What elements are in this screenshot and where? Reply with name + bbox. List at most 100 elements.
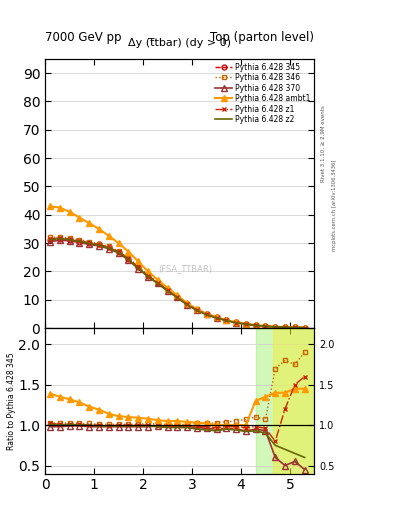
Pythia 6.428 ambt1	[204, 311, 209, 317]
Pythia 6.428 370	[302, 325, 307, 331]
Pythia 6.428 z1	[195, 307, 199, 313]
Pythia 6.428 z1	[126, 256, 131, 262]
Pythia 6.428 ambt1	[273, 324, 277, 330]
Pythia 6.428 z2	[175, 295, 180, 301]
Line: Pythia 6.428 370: Pythia 6.428 370	[47, 238, 307, 330]
Pythia 6.428 ambt1	[146, 268, 151, 274]
Pythia 6.428 370	[155, 280, 160, 286]
Pythia 6.428 346	[283, 324, 287, 330]
Pythia 6.428 346	[273, 324, 277, 330]
Pythia 6.428 370	[292, 325, 297, 331]
Pythia 6.428 z1	[136, 264, 141, 270]
Pythia 6.428 345	[155, 280, 160, 286]
Pythia 6.428 346	[234, 319, 239, 325]
Pythia 6.428 346	[302, 325, 307, 331]
Pythia 6.428 ambt1	[87, 220, 92, 226]
Pythia 6.428 345	[283, 324, 287, 330]
Pythia 6.428 z1	[244, 321, 248, 327]
Pythia 6.428 345	[214, 314, 219, 321]
Line: Pythia 6.428 z1: Pythia 6.428 z1	[48, 236, 307, 330]
Pythia 6.428 346	[57, 234, 62, 240]
Pythia 6.428 345	[273, 324, 277, 330]
Pythia 6.428 z1	[253, 322, 258, 328]
Pythia 6.428 z1	[146, 273, 151, 279]
Pythia 6.428 370	[77, 240, 82, 246]
Pythia 6.428 ambt1	[253, 322, 258, 328]
Pythia 6.428 345	[67, 237, 72, 243]
Pythia 6.428 z2	[283, 324, 287, 330]
Pythia 6.428 ambt1	[116, 240, 121, 246]
Pythia 6.428 ambt1	[214, 314, 219, 321]
Pythia 6.428 346	[185, 301, 189, 307]
Pythia 6.428 z1	[185, 301, 189, 307]
Pythia 6.428 z1	[234, 319, 239, 326]
Pythia 6.428 z2	[244, 321, 248, 327]
Pythia 6.428 z2	[155, 281, 160, 287]
Pythia 6.428 z1	[48, 236, 52, 242]
Pythia 6.428 ambt1	[302, 325, 307, 331]
Pythia 6.428 345	[175, 294, 180, 300]
Pythia 6.428 ambt1	[224, 317, 229, 323]
Pythia 6.428 z1	[224, 317, 229, 324]
Pythia 6.428 345	[165, 287, 170, 293]
Pythia 6.428 z2	[195, 307, 199, 313]
Pythia 6.428 345	[97, 242, 101, 248]
Pythia 6.428 345	[107, 244, 111, 250]
Text: Rivet 3.1.10, ≥ 2.9M events: Rivet 3.1.10, ≥ 2.9M events	[320, 105, 325, 182]
Pythia 6.428 z2	[48, 237, 52, 243]
Pythia 6.428 370	[175, 294, 180, 301]
Text: Top (parton level): Top (parton level)	[210, 31, 314, 44]
Pythia 6.428 z2	[292, 325, 297, 331]
Pythia 6.428 370	[97, 243, 101, 249]
Pythia 6.428 370	[67, 238, 72, 244]
Pythia 6.428 345	[234, 319, 239, 326]
Pythia 6.428 345	[292, 324, 297, 330]
Pythia 6.428 z2	[302, 325, 307, 331]
Pythia 6.428 370	[57, 237, 62, 243]
Pythia 6.428 ambt1	[165, 285, 170, 291]
Text: (FSA_TTBAR): (FSA_TTBAR)	[158, 264, 212, 273]
Pythia 6.428 z2	[253, 323, 258, 329]
Pythia 6.428 z2	[77, 238, 82, 244]
Pythia 6.428 ambt1	[107, 233, 111, 239]
Pythia 6.428 ambt1	[283, 324, 287, 330]
Pythia 6.428 370	[273, 324, 277, 330]
Pythia 6.428 346	[146, 272, 151, 278]
Line: Pythia 6.428 z2: Pythia 6.428 z2	[50, 239, 305, 328]
Pythia 6.428 370	[116, 250, 121, 256]
Pythia 6.428 ambt1	[292, 324, 297, 330]
Pythia 6.428 z1	[116, 249, 121, 255]
Pythia 6.428 z2	[116, 249, 121, 255]
Pythia 6.428 346	[136, 263, 141, 269]
Text: 7000 GeV pp: 7000 GeV pp	[45, 31, 122, 44]
Pythia 6.428 370	[214, 315, 219, 321]
Pythia 6.428 345	[224, 317, 229, 323]
Pythia 6.428 z2	[97, 242, 101, 248]
Pythia 6.428 346	[77, 237, 82, 243]
Pythia 6.428 345	[77, 239, 82, 245]
Pythia 6.428 345	[48, 237, 52, 243]
Pythia 6.428 370	[204, 311, 209, 317]
Pythia 6.428 z1	[155, 280, 160, 286]
Pythia 6.428 z2	[214, 315, 219, 321]
Pythia 6.428 370	[253, 323, 258, 329]
Pythia 6.428 370	[136, 266, 141, 272]
Pythia 6.428 z2	[146, 273, 151, 280]
Pythia 6.428 346	[214, 314, 219, 320]
Pythia 6.428 z1	[77, 238, 82, 244]
Pythia 6.428 370	[165, 288, 170, 294]
Pythia 6.428 z2	[204, 312, 209, 318]
Text: Δy (t̅tbar) (dy > 0): Δy (t̅tbar) (dy > 0)	[128, 38, 231, 48]
Pythia 6.428 z1	[263, 323, 268, 329]
Pythia 6.428 ambt1	[136, 259, 141, 265]
Pythia 6.428 z2	[67, 237, 72, 243]
Pythia 6.428 370	[146, 273, 151, 280]
Pythia 6.428 z2	[126, 257, 131, 263]
Pythia 6.428 ambt1	[57, 205, 62, 211]
Bar	[256, 328, 314, 474]
Pythia 6.428 346	[155, 279, 160, 285]
Pythia 6.428 ambt1	[185, 300, 189, 306]
Pythia 6.428 z1	[67, 236, 72, 242]
Pythia 6.428 z1	[175, 294, 180, 300]
Pythia 6.428 ambt1	[234, 319, 239, 326]
